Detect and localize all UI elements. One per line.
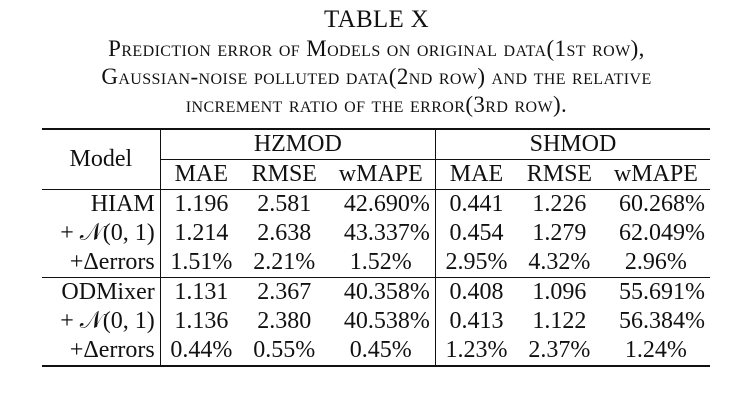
caption-line-2: Gaussian-noise polluted data(2nd row) an… — [0, 63, 753, 91]
value-cell: 55.691% — [602, 278, 710, 308]
model-name: + 𝒩(0, 1) — [42, 307, 160, 336]
value-cell: 56.384% — [602, 307, 710, 336]
value-cell: 40.538% — [327, 307, 436, 336]
metric-header: wMAPE — [602, 160, 710, 190]
value-cell: 2.37% — [517, 336, 602, 366]
metric-header: MAE — [435, 160, 517, 190]
value-cell: 1.51% — [160, 248, 242, 278]
value-cell: 42.690% — [327, 190, 436, 220]
model-name: +Δerrors — [42, 336, 160, 366]
value-cell: 1.214 — [160, 219, 242, 248]
value-cell: 1.131 — [160, 278, 242, 308]
value-cell: 0.55% — [242, 336, 327, 366]
value-cell: 1.279 — [517, 219, 602, 248]
value-cell: 1.23% — [435, 336, 517, 366]
value-cell: 0.454 — [435, 219, 517, 248]
model-name: HIAM — [42, 190, 160, 220]
table-row: + 𝒩(0, 1) 1.214 2.638 43.337% 0.454 1.27… — [42, 219, 710, 248]
value-cell: 2.367 — [242, 278, 327, 308]
value-cell: 2.96% — [602, 248, 710, 278]
metric-header: RMSE — [517, 160, 602, 190]
value-cell: 0.45% — [327, 336, 436, 366]
caption-line-3: increment ratio of the error(3rd row). — [0, 91, 753, 119]
value-cell: 2.380 — [242, 307, 327, 336]
table-row: HIAM 1.196 2.581 42.690% 0.441 1.226 60.… — [42, 190, 710, 220]
table-row: + 𝒩(0, 1) 1.136 2.380 40.538% 0.413 1.12… — [42, 307, 710, 336]
group-header-hzmod: HZMOD — [160, 129, 435, 160]
value-cell: 40.358% — [327, 278, 436, 308]
value-cell: 2.95% — [435, 248, 517, 278]
metric-header: wMAPE — [327, 160, 436, 190]
value-cell: 1.122 — [517, 307, 602, 336]
value-cell: 1.52% — [327, 248, 436, 278]
value-cell: 2.638 — [242, 219, 327, 248]
table-row: +Δerrors 0.44% 0.55% 0.45% 1.23% 2.37% 1… — [42, 336, 710, 366]
value-cell: 2.21% — [242, 248, 327, 278]
value-cell: 43.337% — [327, 219, 436, 248]
value-cell: 0.408 — [435, 278, 517, 308]
results-table: Model HZMOD SHMOD MAE RMSE wMAPE MAE RMS… — [42, 128, 710, 367]
value-cell: 0.413 — [435, 307, 517, 336]
model-column-header: Model — [42, 129, 160, 190]
caption-line-1: Prediction error of Models on original d… — [0, 35, 753, 63]
value-cell: 1.226 — [517, 190, 602, 220]
value-cell: 0.44% — [160, 336, 242, 366]
group-header-row: Model HZMOD SHMOD — [42, 129, 710, 160]
model-name: +Δerrors — [42, 248, 160, 278]
table-row: +Δerrors 1.51% 2.21% 1.52% 2.95% 4.32% 2… — [42, 248, 710, 278]
table-caption: TABLE X Prediction error of Models on or… — [0, 0, 753, 119]
value-cell: 2.581 — [242, 190, 327, 220]
value-cell: 60.268% — [602, 190, 710, 220]
table-row: ODMixer 1.131 2.367 40.358% 0.408 1.096 … — [42, 278, 710, 308]
value-cell: 0.441 — [435, 190, 517, 220]
model-name: + 𝒩(0, 1) — [42, 219, 160, 248]
metric-header: MAE — [160, 160, 242, 190]
value-cell: 1.196 — [160, 190, 242, 220]
value-cell: 62.049% — [602, 219, 710, 248]
metric-header: RMSE — [242, 160, 327, 190]
model-name: ODMixer — [42, 278, 160, 308]
value-cell: 1.136 — [160, 307, 242, 336]
group-header-shmod: SHMOD — [435, 129, 710, 160]
value-cell: 1.096 — [517, 278, 602, 308]
table-label: TABLE X — [0, 5, 753, 35]
value-cell: 1.24% — [602, 336, 710, 366]
value-cell: 4.32% — [517, 248, 602, 278]
